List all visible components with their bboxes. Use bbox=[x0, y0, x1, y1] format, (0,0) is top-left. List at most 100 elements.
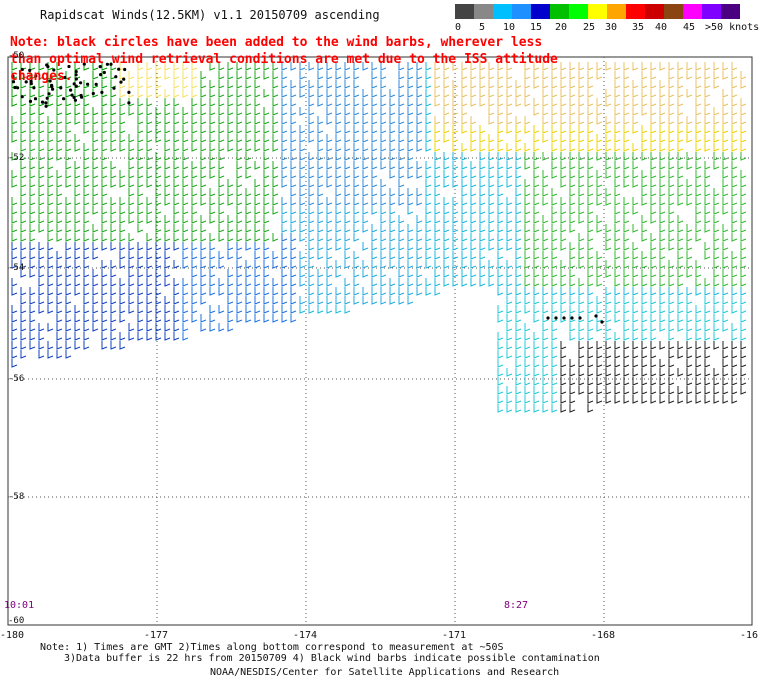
wind-barb bbox=[344, 197, 351, 206]
wind-barb bbox=[299, 188, 306, 197]
wind-barb bbox=[731, 134, 738, 143]
wind-barb bbox=[254, 62, 261, 71]
wind-barb bbox=[335, 287, 342, 296]
wind-barb bbox=[515, 386, 522, 395]
wind-barb bbox=[704, 80, 711, 89]
wind-barb bbox=[641, 323, 648, 332]
wind-barb bbox=[65, 116, 72, 125]
wind-barb bbox=[731, 80, 738, 89]
wind-barb bbox=[209, 287, 216, 296]
wind-barb bbox=[560, 341, 567, 350]
wind-barb bbox=[587, 89, 594, 98]
wind-barb bbox=[389, 152, 396, 161]
wind-barb bbox=[524, 323, 531, 332]
wind-barb bbox=[92, 134, 99, 143]
wind-barb bbox=[182, 161, 189, 170]
wind-barb bbox=[713, 269, 720, 278]
wind-barb bbox=[137, 71, 144, 80]
wind-barb bbox=[434, 143, 441, 152]
wind-barb bbox=[164, 152, 171, 161]
wind-barb bbox=[263, 233, 270, 242]
wind-barb bbox=[632, 269, 639, 278]
wind-barb bbox=[560, 242, 567, 251]
wind-barb bbox=[56, 62, 63, 71]
wind-barb bbox=[479, 206, 486, 215]
wind-barb bbox=[416, 242, 423, 251]
wind-barb bbox=[353, 188, 360, 197]
wind-barb bbox=[695, 269, 702, 278]
wind-barb bbox=[614, 278, 621, 287]
wind-barb bbox=[182, 206, 189, 215]
wind-barb bbox=[110, 143, 117, 152]
wind-barb bbox=[704, 89, 711, 98]
wind-barb bbox=[434, 206, 441, 215]
wind-barb bbox=[56, 143, 63, 152]
wind-barb bbox=[164, 305, 171, 314]
wind-barb bbox=[560, 377, 567, 386]
wind-barb bbox=[20, 332, 27, 341]
wind-barb bbox=[128, 233, 135, 242]
wind-barb bbox=[254, 269, 261, 278]
wind-barb bbox=[587, 260, 594, 269]
wind-barb bbox=[47, 260, 54, 269]
wind-barb bbox=[173, 242, 180, 251]
wind-barb bbox=[380, 260, 387, 269]
wind-barb bbox=[623, 278, 630, 287]
wind-barb bbox=[92, 80, 99, 89]
wind-barb bbox=[551, 98, 558, 107]
wind-barb bbox=[497, 179, 504, 188]
wind-barb bbox=[623, 386, 630, 395]
wind-barb bbox=[659, 224, 666, 233]
wind-barb bbox=[497, 278, 504, 287]
wind-barb bbox=[92, 152, 99, 161]
wind-barb bbox=[317, 152, 324, 161]
wind-barb bbox=[308, 224, 315, 233]
wind-barb bbox=[398, 179, 405, 188]
wind-barb bbox=[632, 341, 639, 350]
wind-barb bbox=[569, 368, 576, 377]
wind-barb bbox=[272, 233, 279, 242]
wind-barb bbox=[326, 278, 333, 287]
wind-barb bbox=[74, 62, 81, 71]
wind-barb bbox=[434, 152, 441, 161]
wind-barb bbox=[569, 71, 576, 80]
wind-barb bbox=[515, 98, 522, 107]
wind-barb bbox=[623, 62, 630, 71]
wind-barb bbox=[398, 242, 405, 251]
wind-barb bbox=[641, 377, 648, 386]
wind-barb bbox=[722, 89, 729, 98]
wind-barb bbox=[443, 62, 450, 71]
wind-barb bbox=[56, 233, 63, 242]
wind-barb bbox=[668, 116, 675, 125]
wind-barb bbox=[470, 233, 477, 242]
wind-barb bbox=[632, 107, 639, 116]
wind-barb bbox=[56, 206, 63, 215]
wind-barb bbox=[641, 278, 648, 287]
wind-barb bbox=[560, 80, 567, 89]
wind-barb bbox=[551, 305, 558, 314]
wind-barb bbox=[272, 89, 279, 98]
wind-barb bbox=[452, 260, 459, 269]
wind-barb bbox=[38, 62, 45, 71]
wind-barb bbox=[560, 386, 567, 395]
wind-barb bbox=[614, 143, 621, 152]
wind-barb bbox=[209, 98, 216, 107]
wind-barb bbox=[308, 269, 315, 278]
wind-barb bbox=[353, 269, 360, 278]
wind-barb bbox=[668, 98, 675, 107]
wind-barb bbox=[146, 242, 153, 251]
contamination-circle bbox=[13, 85, 17, 90]
wind-barb bbox=[596, 269, 603, 278]
wind-barb bbox=[398, 215, 405, 224]
wind-barb bbox=[713, 116, 720, 125]
contamination-circle bbox=[67, 64, 71, 69]
wind-barb bbox=[47, 251, 54, 260]
wind-barb bbox=[38, 80, 45, 89]
wind-barb bbox=[371, 143, 378, 152]
wind-barb bbox=[443, 152, 450, 161]
wind-barb bbox=[299, 278, 306, 287]
wind-barb bbox=[569, 260, 576, 269]
wind-barb bbox=[92, 269, 99, 278]
wind-barb bbox=[146, 332, 153, 341]
wind-barb bbox=[605, 116, 612, 125]
